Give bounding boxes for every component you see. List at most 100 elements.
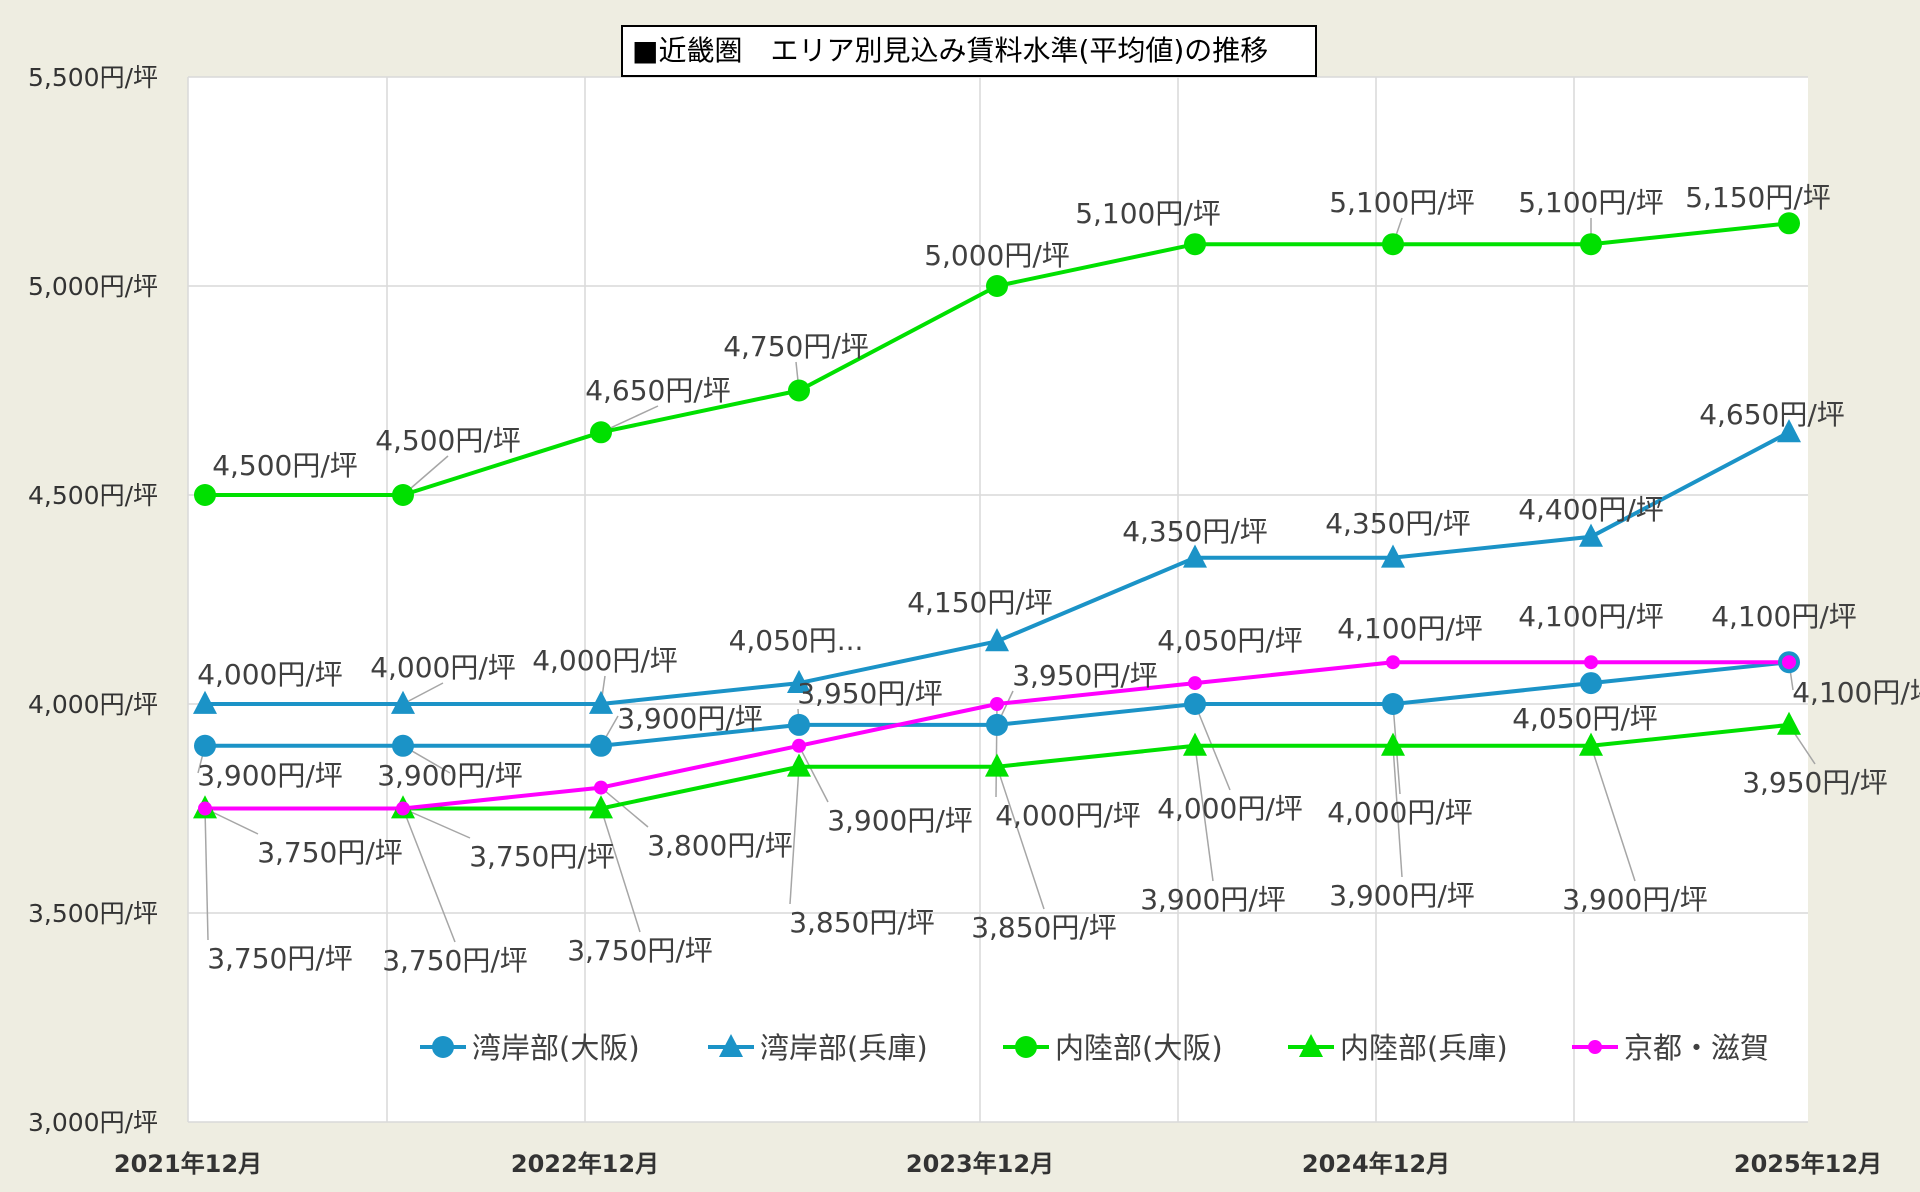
data-point	[787, 669, 811, 693]
legend-entry: 湾岸部(兵庫)	[708, 1031, 928, 1065]
y-tick-label: 5,500円/坪	[28, 63, 158, 92]
legend-marker	[719, 1034, 743, 1057]
data-label: 3,750円/坪	[207, 942, 353, 975]
data-point	[1381, 732, 1405, 756]
legend-entry: 内陸部(兵庫)	[1288, 1031, 1508, 1065]
y-tick-label: 4,500円/坪	[28, 481, 158, 510]
data-label: 3,900円/坪	[827, 804, 973, 837]
data-point	[1382, 233, 1404, 256]
leader-line	[798, 745, 829, 803]
data-label: 4,500円/坪	[375, 424, 521, 457]
data-point	[392, 484, 414, 506]
data-label: 5,150円/坪	[1685, 181, 1831, 214]
data-point	[792, 738, 806, 753]
chart-title: ■近畿圏 エリア別見込み賃料水準(平均値)の推移	[632, 34, 1268, 67]
data-label: 3,900円/坪	[1329, 879, 1475, 912]
data-label: 5,000円/坪	[924, 239, 1070, 272]
data-point	[590, 421, 612, 444]
data-label: 4,650円/坪	[1699, 398, 1845, 431]
data-label: 4,050円/坪	[1157, 624, 1303, 657]
data-label: 4,100円/坪	[1792, 676, 1920, 709]
data-label: 3,900円/坪	[1562, 883, 1708, 916]
data-label: 3,900円/坪	[1140, 883, 1286, 916]
data-label: 3,900円/坪	[377, 759, 523, 792]
data-label: 4,000円/坪	[197, 658, 343, 691]
data-label: 3,800円/坪	[647, 829, 793, 862]
data-point	[1386, 655, 1400, 670]
data-point	[1184, 233, 1206, 256]
data-label: 4,150円/坪	[907, 586, 1053, 619]
data-point	[194, 734, 216, 757]
y-tick-label: 3,500円/坪	[28, 899, 158, 928]
y-tick-label: 3,000円/坪	[28, 1108, 158, 1137]
data-label: 4,400円/坪	[1518, 493, 1664, 526]
data-point	[392, 734, 414, 757]
data-point	[788, 379, 810, 402]
data-label: 3,950円/坪	[797, 677, 943, 710]
data-point	[589, 795, 613, 819]
data-label: 4,100円/坪	[1518, 600, 1664, 633]
data-label: 4,000円/坪	[532, 644, 678, 677]
data-label: 3,750円/坪	[567, 934, 713, 967]
series-markers	[193, 212, 1801, 819]
x-tick-label: 2023年12月	[906, 1150, 1054, 1178]
data-label: 3,850円/坪	[789, 906, 935, 939]
leader-line	[1590, 745, 1636, 882]
data-label: 3,950円/坪	[1742, 766, 1888, 799]
data-label: 4,050円/坪	[1512, 702, 1658, 735]
leader-line	[996, 766, 1045, 910]
legend-marker	[1015, 1036, 1037, 1058]
data-point	[193, 690, 217, 714]
y-tick-label: 5,000円/坪	[28, 272, 158, 301]
data-point	[396, 801, 410, 816]
data-point	[1188, 676, 1202, 691]
data-label: 3,950円/坪	[1012, 659, 1158, 692]
plot-area	[188, 77, 1808, 1122]
legend-marker	[1588, 1040, 1602, 1054]
leader-line	[402, 682, 444, 705]
data-point	[1782, 655, 1796, 670]
legend-entry: 京都・滋賀	[1572, 1031, 1769, 1065]
data-label: 5,100円/坪	[1518, 186, 1664, 219]
data-point	[1579, 523, 1603, 547]
legend: 湾岸部(大阪) 湾岸部(兵庫) 内陸部(大阪) 内陸部(兵庫) 京都・滋賀	[420, 1031, 1769, 1065]
data-point	[1382, 693, 1404, 715]
data-point	[194, 484, 216, 506]
chart-title-box: ■近畿圏 エリア別見込み賃料水準(平均値)の推移	[621, 25, 1317, 77]
data-point	[1184, 693, 1206, 715]
data-label: 3,750円/坪	[257, 836, 403, 869]
data-point	[1183, 544, 1207, 568]
y-tick-label: 4,000円/坪	[28, 690, 158, 719]
data-point	[594, 780, 608, 795]
x-tick-label: 2025年12月	[1734, 1150, 1882, 1178]
legend-label: 京都・滋賀	[1624, 1031, 1769, 1065]
x-tick-label: 2021年12月	[114, 1150, 262, 1178]
y-axis-labels: 3,000円/坪 3,500円/坪 4,000円/坪 4,500円/坪 5,000円/坪…	[28, 63, 158, 1137]
leader-line	[204, 808, 209, 941]
data-label: 5,100円/坪	[1329, 186, 1475, 219]
data-label: 4,000円/坪	[1327, 796, 1473, 829]
data-point	[985, 753, 1009, 777]
data-label: 3,750円/坪	[469, 840, 615, 873]
data-label: 3,750円/坪	[382, 944, 528, 977]
data-point	[1381, 544, 1405, 568]
data-point	[590, 734, 612, 757]
legend-entry: 内陸部(大阪)	[1003, 1031, 1223, 1065]
data-point	[1777, 711, 1801, 735]
data-label: 4,050円...	[729, 624, 864, 657]
leader-line	[1392, 745, 1403, 878]
data-label: 3,900円/坪	[197, 759, 343, 792]
data-label: 4,000円/坪	[1157, 792, 1303, 825]
data-point	[985, 628, 1009, 652]
data-label: 4,750円/坪	[723, 330, 869, 363]
data-label: 3,850円/坪	[971, 911, 1117, 944]
data-point	[990, 697, 1004, 711]
data-label: 4,100円/坪	[1337, 612, 1483, 645]
data-point	[589, 690, 613, 714]
data-label: 4,650円/坪	[585, 374, 731, 407]
legend-marker	[432, 1036, 454, 1058]
leader-line	[789, 766, 800, 905]
data-point	[1777, 419, 1801, 443]
